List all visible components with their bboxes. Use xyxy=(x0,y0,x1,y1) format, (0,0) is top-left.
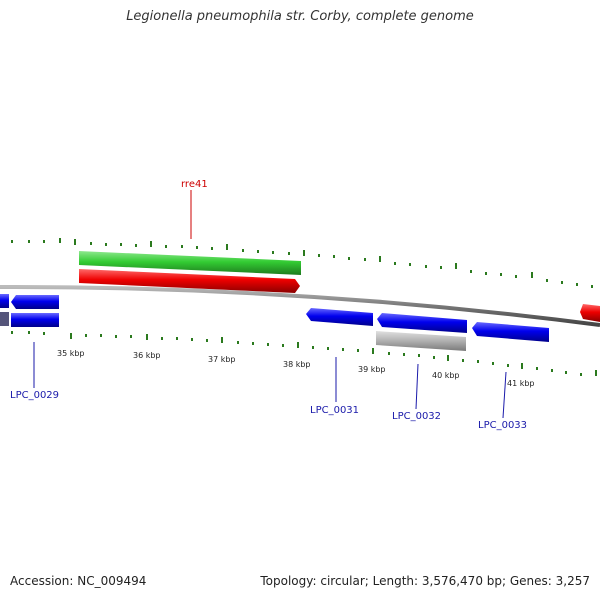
outer-tick-row xyxy=(11,238,593,288)
scale-label-36kbp: 36 kbp xyxy=(133,351,161,360)
scale-label-39kbp: 39 kbp xyxy=(358,365,386,374)
cds-feature-left-top-a[interactable] xyxy=(0,294,9,308)
rrna-feature-rre41[interactable] xyxy=(79,269,300,293)
gene-label-rre41[interactable]: rre41 xyxy=(181,179,208,190)
scale-label-35kbp: 35 kbp xyxy=(57,349,85,358)
cds-feature-LPC_0031[interactable] xyxy=(306,308,373,326)
genome-backbone xyxy=(0,284,600,327)
gene-feature-green[interactable] xyxy=(79,251,301,275)
cds-feature-left-bottom-a[interactable] xyxy=(0,312,9,326)
cds-feature-left-top-b[interactable] xyxy=(11,295,59,309)
rrna-feature-right[interactable] xyxy=(580,304,600,322)
gene-label-LPC_0029[interactable]: LPC_0029 xyxy=(10,390,59,401)
scale-label-38kbp: 38 kbp xyxy=(283,360,311,369)
leader-LPC_0032 xyxy=(415,363,419,410)
scale-label-40kbp: 40 kbp xyxy=(432,371,460,380)
leader-LPC_0033 xyxy=(502,371,507,419)
gene-label-LPC_0033[interactable]: LPC_0033 xyxy=(478,420,527,431)
map-title: Legionella pneumophila str. Corby, compl… xyxy=(126,9,474,24)
pseudo-feature-LPC_0032[interactable] xyxy=(376,331,466,351)
cds-feature-LPC_0033[interactable] xyxy=(472,322,549,342)
accession-text: Accession: NC_009494 xyxy=(10,574,147,588)
genome-stats-text: Topology: circular; Length: 3,576,470 bp… xyxy=(260,574,590,588)
inner-tick-row xyxy=(11,331,597,376)
cds-feature-LPC_0032[interactable] xyxy=(377,313,467,333)
scale-label-41kbp: 41 kbp xyxy=(507,379,535,388)
scale-label-37kbp: 37 kbp xyxy=(208,355,236,364)
gene-label-LPC_0032[interactable]: LPC_0032 xyxy=(392,411,441,422)
gene-label-LPC_0031[interactable]: LPC_0031 xyxy=(310,405,359,416)
cds-feature-LPC_0029[interactable] xyxy=(11,313,59,327)
